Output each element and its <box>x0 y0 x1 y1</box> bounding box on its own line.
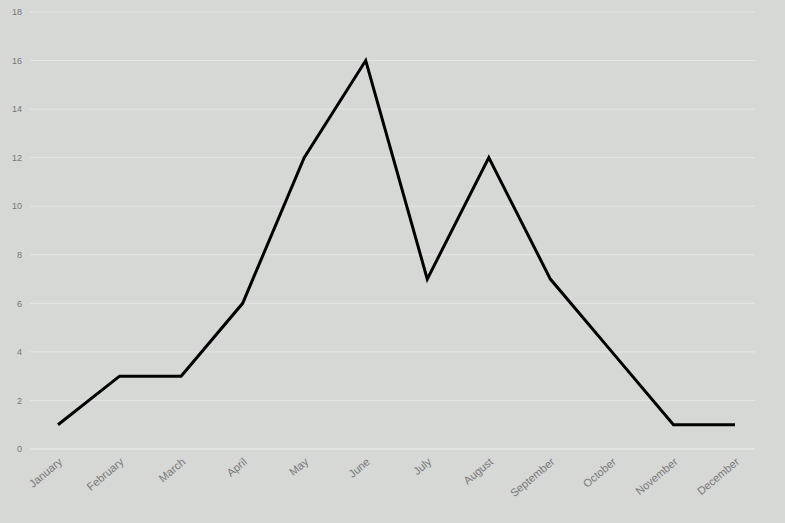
svg-text:2: 2 <box>17 396 22 406</box>
svg-text:8: 8 <box>17 250 22 260</box>
svg-text:14: 14 <box>12 104 22 114</box>
svg-text:June: June <box>346 455 372 480</box>
svg-text:December: December <box>695 455 742 497</box>
svg-text:September: September <box>508 455 557 499</box>
svg-text:August: August <box>461 455 495 486</box>
svg-text:April: April <box>224 455 249 478</box>
svg-text:16: 16 <box>12 56 22 66</box>
svg-text:4: 4 <box>17 347 22 357</box>
svg-text:March: March <box>156 455 187 484</box>
svg-text:January: January <box>27 455 65 490</box>
svg-text:May: May <box>287 455 311 478</box>
svg-text:October: October <box>581 455 619 490</box>
svg-text:July: July <box>411 455 434 477</box>
svg-text:6: 6 <box>17 299 22 309</box>
svg-text:18: 18 <box>12 7 22 17</box>
svg-text:0: 0 <box>17 444 22 454</box>
svg-text:February: February <box>84 455 126 493</box>
svg-text:10: 10 <box>12 201 22 211</box>
svg-text:12: 12 <box>12 153 22 163</box>
svg-text:November: November <box>633 455 680 497</box>
